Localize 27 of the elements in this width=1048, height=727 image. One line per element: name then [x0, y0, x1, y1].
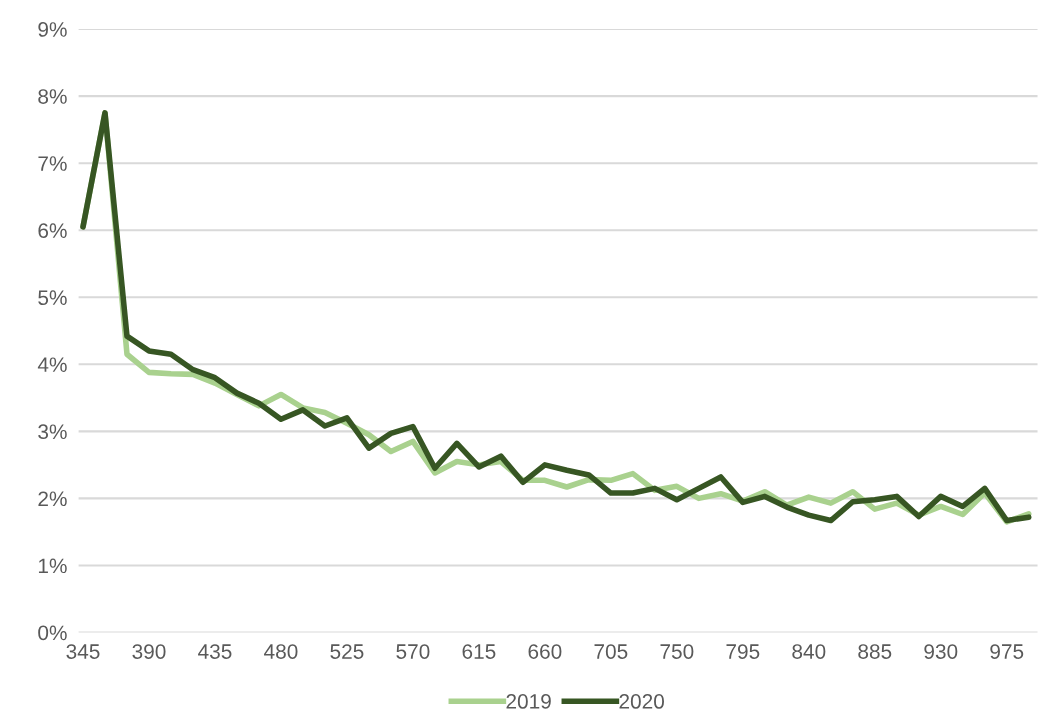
legend-label: 2020	[619, 694, 665, 709]
x-tick-label: 345	[66, 644, 100, 659]
x-tick-label: 615	[462, 644, 496, 659]
y-tick-label: 0%	[38, 625, 67, 641]
x-tick-label: 795	[726, 644, 760, 659]
y-tick-label: 5%	[38, 290, 67, 306]
x-tick-label: 390	[132, 644, 166, 659]
x-tick-label: 750	[660, 644, 694, 659]
x-tick-label: 930	[924, 644, 958, 659]
y-tick-label: 9%	[38, 22, 67, 37]
x-tick-label: 570	[396, 644, 430, 659]
y-tick-label: 7%	[38, 156, 67, 171]
x-tick-label: 525	[330, 644, 364, 659]
x-tick-label: 435	[198, 644, 232, 659]
y-tick-label: 2%	[38, 491, 67, 507]
y-tick-label: 4%	[37, 357, 67, 372]
x-tick-label: 660	[528, 644, 562, 659]
legend-label: 2019	[506, 694, 551, 709]
y-tick-label: 1%	[38, 558, 67, 574]
x-tick-label: 840	[792, 644, 826, 659]
y-tick-label: 3%	[38, 424, 67, 440]
y-tick-label: 8%	[38, 89, 67, 104]
x-tick-label: 705	[594, 644, 628, 659]
x-tick-label: 885	[858, 644, 892, 659]
x-tick-label: 975	[990, 644, 1024, 659]
x-tick-label: 480	[264, 644, 298, 659]
y-tick-label: 6%	[38, 223, 67, 238]
